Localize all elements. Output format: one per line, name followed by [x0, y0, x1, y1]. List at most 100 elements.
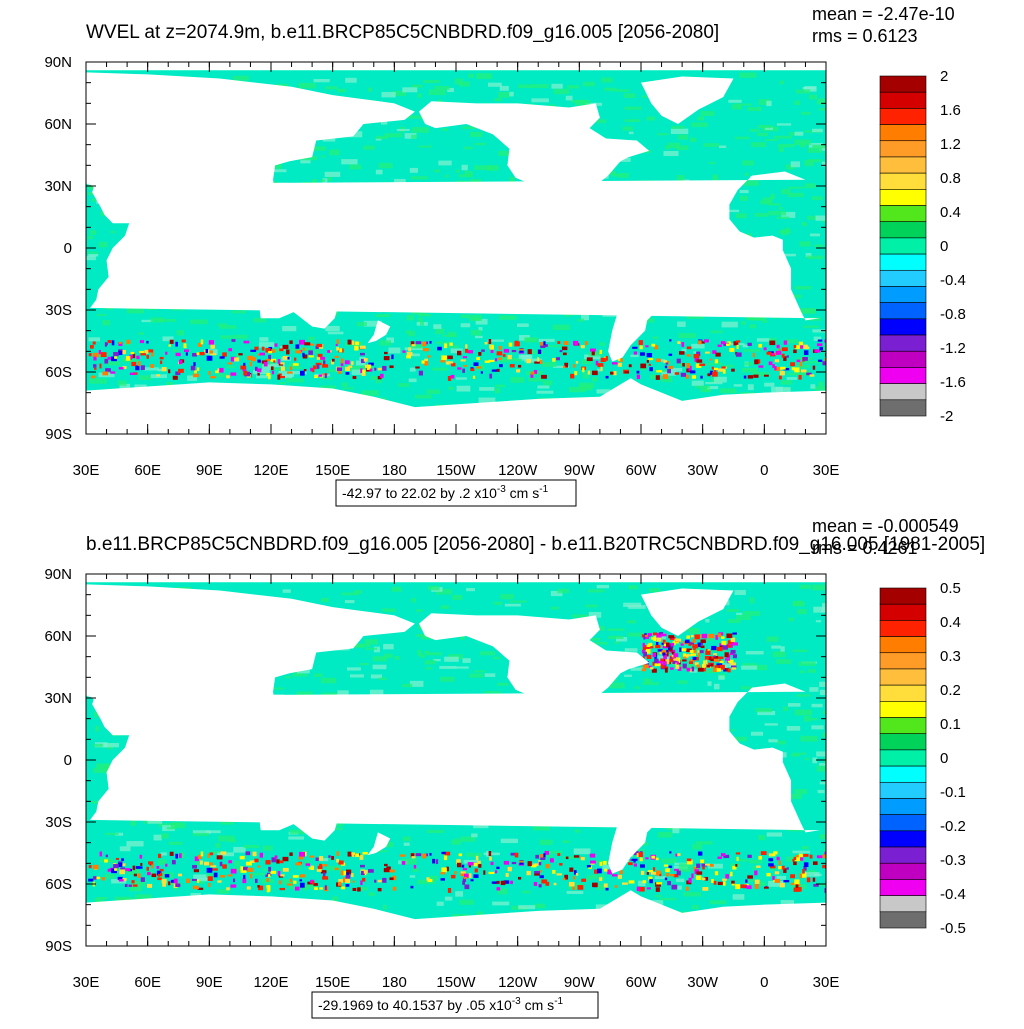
colorbar-label: 0.8	[940, 170, 961, 187]
colorbar-label: 0.1	[940, 716, 961, 733]
x-tick-label: 180	[382, 974, 407, 991]
land-polygon	[86, 72, 415, 246]
land-polygon	[419, 101, 650, 234]
rms-stat: rms = 0.6123	[812, 26, 918, 46]
land-polygon	[641, 588, 734, 636]
colorbar-swatch	[879, 684, 927, 702]
mean-stat: mean = -2.47e-10	[812, 4, 955, 24]
land-polygon	[597, 225, 693, 362]
bottom-map-svg: 90N 60N 30N 0 30S 60S 90S 30E 60E 90E 120E 150E 180 1…	[44, 516, 985, 1019]
x-tick-label: 90E	[196, 462, 223, 479]
x-tick-label: 150W	[436, 462, 476, 479]
y-tick-label: 90S	[45, 426, 72, 443]
colorbar-swatch	[879, 383, 927, 401]
extreme-values	[88, 632, 826, 893]
colorbar-swatch	[879, 636, 927, 654]
colorbar-swatch	[879, 399, 927, 417]
y-tick-label: 30S	[45, 302, 72, 319]
colorbar-swatch	[879, 205, 927, 223]
colorbar-swatch	[879, 733, 927, 751]
x-tick-label: 180	[382, 462, 407, 479]
x-tick-label: 60W	[626, 462, 658, 479]
colorbar-label: 0.3	[940, 648, 961, 665]
land-polygon	[258, 270, 339, 329]
x-tick-label: 60E	[134, 974, 161, 991]
colorbar-swatch	[879, 350, 927, 368]
colorbar-swatch	[879, 620, 927, 637]
land-polygon	[219, 749, 243, 773]
land-polygon	[419, 613, 650, 746]
y-tick-label: 60S	[45, 364, 72, 381]
land-mask	[86, 62, 826, 434]
x-tick-label: 0	[760, 462, 768, 479]
land-polygon	[641, 76, 734, 124]
y-tick-label: 30N	[44, 690, 72, 707]
colorbar: 0.5 0.4 0.3 0.2 0.1 0 -0.1 -0.2 -0.3 -0.4 -0.5	[879, 580, 966, 937]
colorbar-label: 0	[940, 750, 948, 767]
colorbar-label: -0.4	[940, 272, 966, 289]
x-tick-label: 90W	[564, 974, 596, 991]
chart-title: b.e11.BRCP85C5CNBDRD.f09_g16.005 [2056-2…	[86, 534, 985, 555]
land-polygon	[258, 782, 339, 841]
land-polygon	[86, 584, 415, 758]
colorbar-swatch	[879, 668, 927, 686]
colorbar-swatch	[879, 156, 927, 174]
colorbar-swatch	[879, 334, 927, 352]
colorbar-swatch	[879, 221, 927, 239]
y-tick-label: 60N	[44, 116, 72, 133]
colorbar-label: -0.1	[940, 784, 966, 801]
x-tick-label: 150E	[315, 974, 350, 991]
colorbar-label: 0.2	[940, 682, 961, 699]
colorbar-swatch	[879, 879, 927, 896]
land-polygon	[248, 233, 269, 257]
colorbar-label: 0.4	[940, 204, 961, 221]
y-tick-label: 60S	[45, 876, 72, 893]
colorbar-label: -0.8	[940, 306, 966, 323]
y-tick-label: 0	[64, 752, 72, 769]
colorbar-swatch	[879, 124, 927, 142]
x-tick-label: 30E	[813, 462, 840, 479]
colorbar-swatch	[879, 318, 927, 336]
colorbar-swatch	[879, 846, 927, 864]
map-field	[86, 574, 826, 946]
colorbar-swatch	[879, 814, 927, 832]
colorbar-label: -1.2	[940, 340, 966, 357]
bottom-map-panel: 90N 60N 30N 0 30S 60S 90S 30E 60E 90E 120E 150E 180 1…	[0, 512, 1024, 1024]
range-note: -42.97 to 22.02 by .2 x10-3 cm s-1	[342, 484, 549, 501]
x-tick-label: 0	[760, 974, 768, 991]
chart-title: WVEL at z=2074.9m, b.e11.BRCP85C5CNBDRD.…	[86, 22, 719, 43]
colorbar-swatch	[879, 108, 927, 125]
x-tick-label: 60W	[626, 974, 658, 991]
colorbar-label: 0.5	[940, 580, 961, 597]
x-tick-label: 90W	[564, 462, 596, 479]
colorbar: 2 1.6 1.2 0.8 0.4 0 -0.4 -0.8 -1.2 -1.6 -2	[879, 68, 966, 425]
land-polygon	[367, 320, 391, 344]
x-tick-label: 90E	[196, 974, 223, 991]
colorbar-label: -0.4	[940, 886, 966, 903]
colorbar-label: 0	[940, 238, 948, 255]
colorbar-swatch	[879, 286, 927, 303]
colorbar-swatch	[879, 830, 927, 848]
y-tick-label: 0	[64, 240, 72, 257]
y-tick-label: 90N	[44, 54, 72, 71]
x-tick-label: 120E	[253, 462, 288, 479]
colorbar-swatch	[879, 587, 927, 605]
colorbar-swatch	[879, 189, 927, 206]
land-polygon	[293, 250, 335, 269]
colorbar-swatch	[879, 781, 927, 799]
land-polygon	[86, 378, 826, 434]
colorbar-label: 0.4	[940, 614, 961, 631]
y-tick-label: 90N	[44, 566, 72, 583]
top-map-svg: 90N 60N 30N 0 30S 60S 90S 30E 60E 90E 120E 150E 180 1…	[44, 4, 966, 507]
land-polygon	[219, 237, 243, 261]
colorbar-swatch	[879, 269, 927, 287]
x-tick-label: 30W	[687, 974, 719, 991]
colorbar-swatch	[879, 717, 927, 735]
y-tick-label: 30S	[45, 814, 72, 831]
colorbar-swatch	[879, 765, 927, 783]
colorbar-label: -0.3	[940, 852, 966, 869]
x-tick-label: 120E	[253, 974, 288, 991]
colorbar-swatch	[879, 701, 927, 718]
colorbar-label: 1.6	[940, 102, 961, 119]
map-field	[86, 62, 826, 434]
